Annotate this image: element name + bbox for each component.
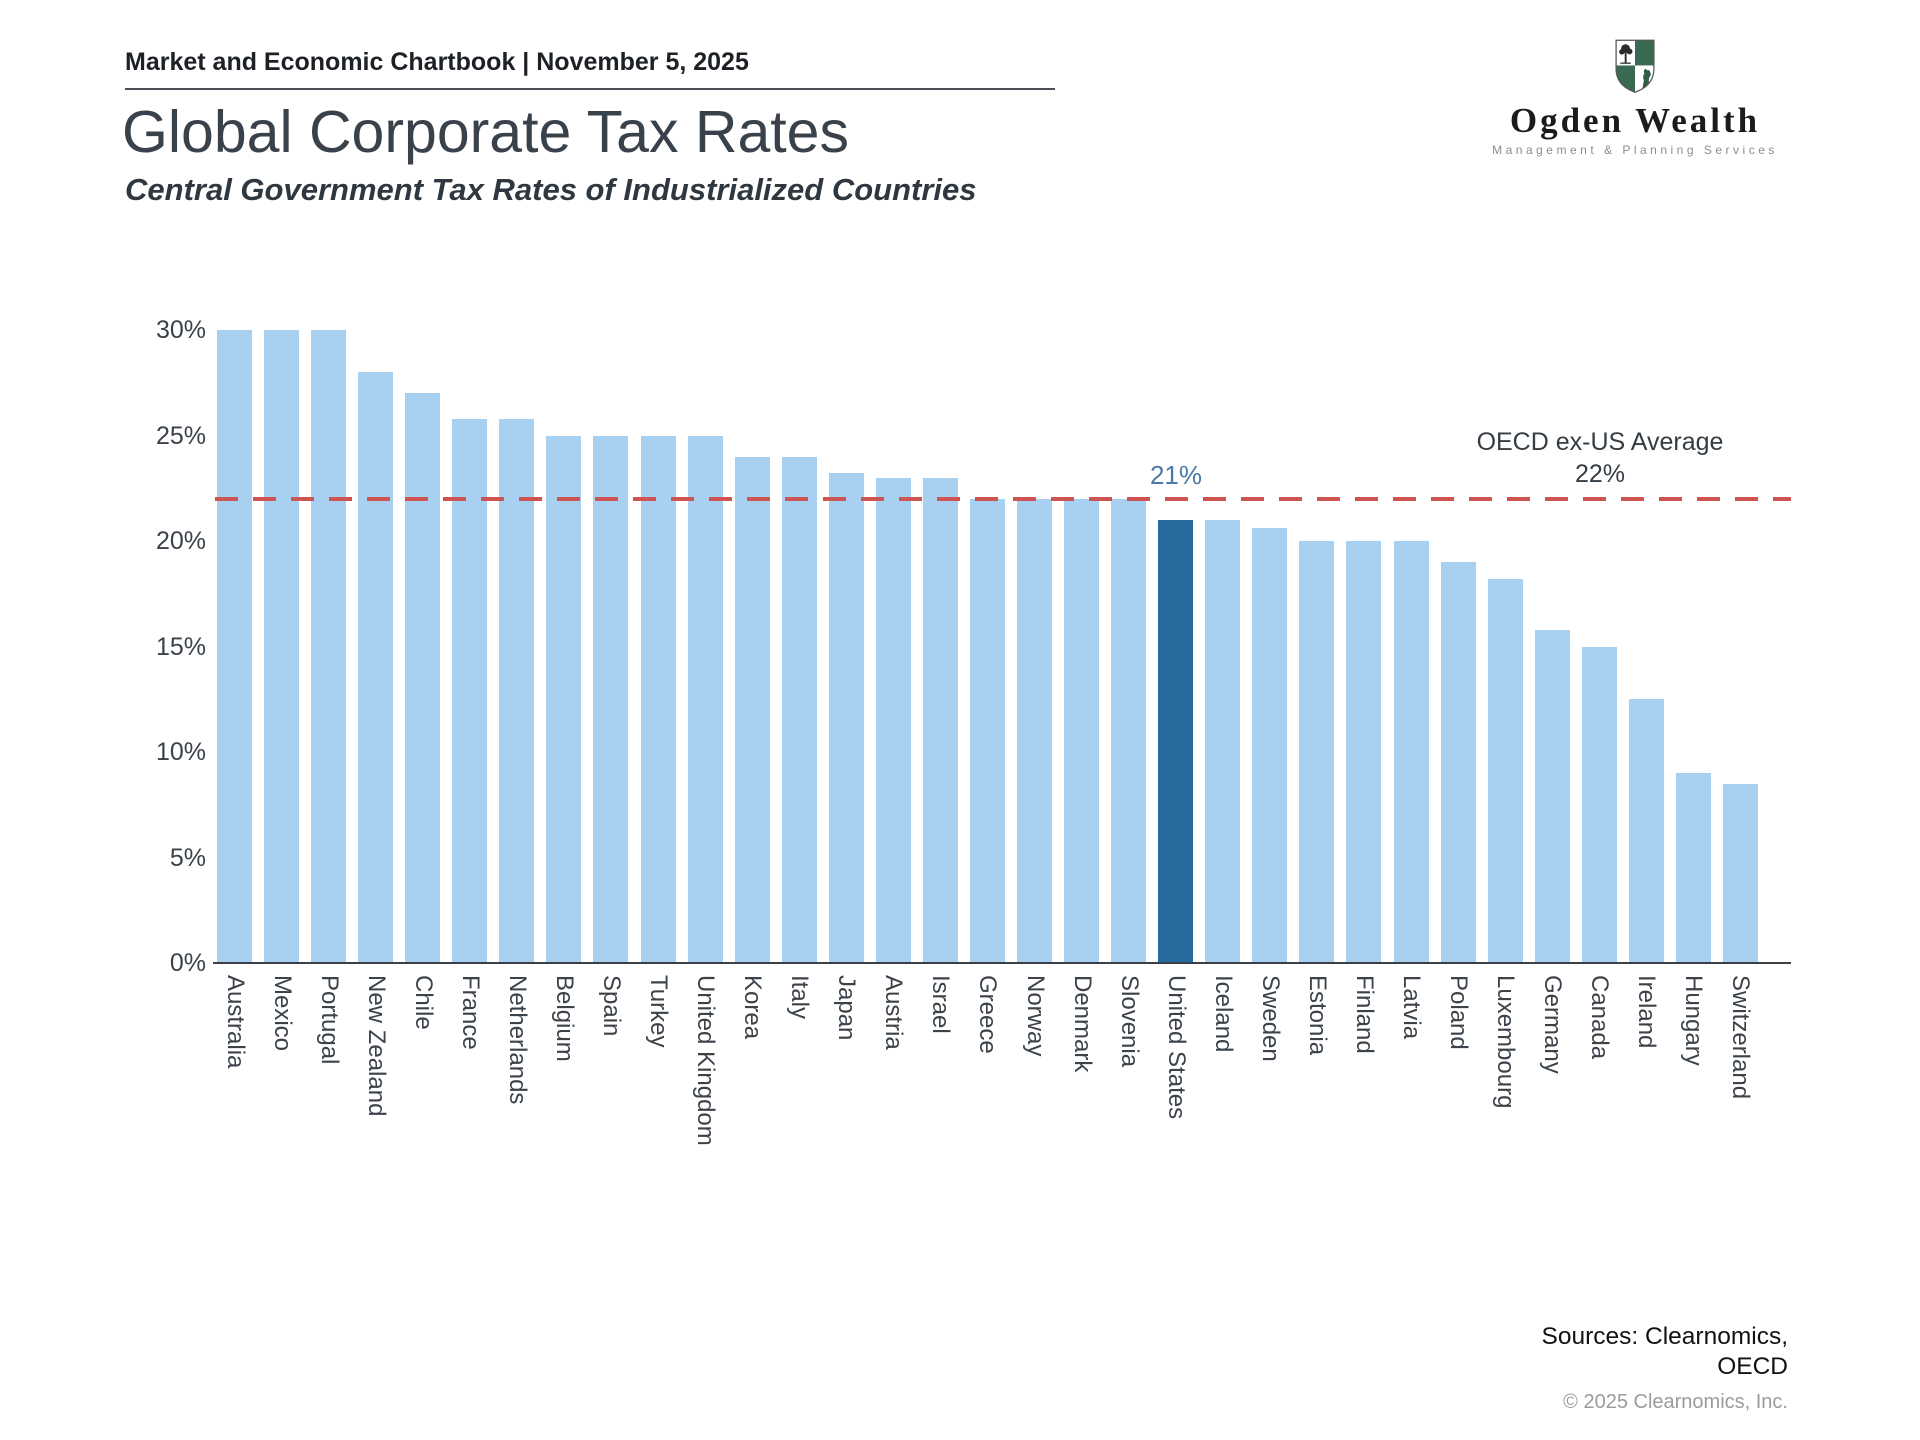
report-header: Market and Economic Chartbook | November… (125, 48, 749, 76)
bar (311, 330, 347, 963)
country-label: Korea (739, 975, 767, 1040)
bar (452, 418, 488, 963)
bar (1252, 528, 1288, 963)
bar (781, 456, 817, 963)
oecd-average-label-value: 22% (1574, 460, 1626, 488)
bar (1628, 699, 1664, 963)
page-title: Global Corporate Tax Rates (122, 99, 849, 165)
country-label: New Zealand (362, 975, 390, 1117)
bar (358, 372, 394, 963)
country-label: Latvia (1398, 975, 1425, 1040)
copyright-note: © 2025 Clearnomics, Inc. (1563, 1391, 1788, 1413)
bar (734, 456, 770, 963)
bar (828, 473, 864, 963)
bar (593, 435, 629, 963)
country-label: Denmark (1068, 975, 1096, 1073)
country-label: Austria (880, 975, 908, 1050)
logo-tagline: Management & Planning Services (1492, 143, 1778, 157)
country-label: United States (1162, 975, 1190, 1120)
bar (875, 477, 911, 963)
bar (640, 435, 676, 963)
header-divider (125, 88, 1055, 90)
bar (969, 498, 1005, 963)
bar (1017, 498, 1053, 963)
country-label: Mexico (268, 975, 296, 1052)
page-subtitle: Central Government Tax Rates of Industri… (125, 172, 977, 207)
country-label: Finland (1350, 975, 1378, 1054)
oecd-average-reference-line (215, 496, 1791, 501)
y-axis-tick-label: 10% (155, 738, 206, 766)
country-label: Luxembourg (1492, 975, 1520, 1109)
country-label: Portugal (315, 975, 343, 1065)
country-label: Israel (927, 975, 955, 1034)
bar (264, 330, 300, 963)
bar (1064, 498, 1100, 963)
country-label: Norway (1021, 975, 1049, 1057)
logo-name: Ogden Wealth (1509, 101, 1761, 140)
country-label: Ireland (1633, 975, 1661, 1049)
y-axis-tick-label: 15% (155, 632, 206, 661)
bar (687, 435, 723, 963)
bar (1534, 629, 1570, 963)
country-label: Iceland (1209, 975, 1237, 1053)
x-axis-line (213, 962, 1791, 964)
country-label: Switzerland (1727, 975, 1755, 1100)
sources-line1: Sources: Clearnomics, (1541, 1323, 1788, 1350)
y-axis-tick-label: 0% (169, 949, 206, 977)
y-axis-tick-label: 25% (155, 421, 206, 450)
country-label: Hungary (1680, 975, 1708, 1066)
country-label: Italy (786, 975, 814, 1020)
us-bar-value-label: 21% (1149, 460, 1203, 490)
country-label: Germany (1539, 975, 1567, 1074)
bar (405, 393, 441, 963)
country-label: Sweden (1256, 975, 1284, 1062)
country-label: Estonia (1303, 975, 1331, 1056)
bar-highlighted (1158, 519, 1194, 963)
country-label: Spain (597, 975, 625, 1037)
country-label: United Kingdom (692, 975, 720, 1146)
y-axis-tick-label: 30% (155, 316, 206, 344)
y-axis-tick-label: 5% (169, 843, 206, 872)
bar (1111, 498, 1147, 963)
bar (1675, 773, 1711, 963)
country-label: Greece (974, 975, 1002, 1054)
country-label: Australia (221, 975, 249, 1069)
oecd-average-label-text: OECD ex-US Average (1476, 428, 1724, 456)
bar (1581, 646, 1617, 963)
country-label: Poland (1445, 975, 1473, 1050)
country-label: Belgium (550, 975, 578, 1062)
oecd-average-label: OECD ex-US Average 22% (1450, 426, 1750, 490)
bar (1440, 562, 1476, 963)
bar (499, 418, 535, 963)
country-label: Slovenia (1115, 975, 1143, 1068)
country-label: Japan (833, 975, 861, 1041)
company-logo: Ogden Wealth Management & Planning Servi… (1465, 38, 1805, 157)
bar (546, 435, 582, 963)
country-label: Turkey (645, 975, 673, 1048)
bar (1487, 578, 1523, 963)
bar (1722, 783, 1758, 963)
bar (217, 330, 252, 963)
country-label: Netherlands (503, 975, 531, 1105)
y-axis-tick-label: 20% (155, 527, 206, 555)
bar (1393, 541, 1429, 963)
sources-note: Sources: Clearnomics, OECD © 2025 Clearn… (1300, 1322, 1788, 1417)
country-label: Chile (409, 975, 437, 1030)
bar (1346, 541, 1382, 963)
sources-line2: OECD (1717, 1353, 1788, 1380)
bar (1205, 519, 1241, 963)
country-label: Canada (1586, 975, 1614, 1060)
bar (1299, 541, 1335, 963)
logo-shield-icon (1614, 39, 1656, 98)
country-label: France (456, 975, 484, 1050)
bar (922, 477, 958, 963)
